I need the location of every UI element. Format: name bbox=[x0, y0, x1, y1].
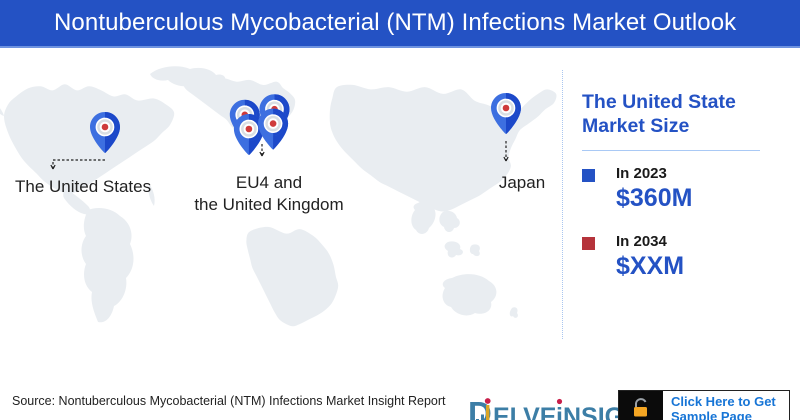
svg-text:Japan: Japan bbox=[499, 173, 545, 192]
svg-text:i: i bbox=[556, 403, 563, 420]
svg-text:EU4 and: EU4 and bbox=[236, 173, 302, 192]
svg-text:The United States: The United States bbox=[15, 177, 151, 196]
svg-text:ELVE: ELVE bbox=[493, 403, 556, 420]
svg-text:the United Kingdom: the United Kingdom bbox=[194, 195, 343, 214]
